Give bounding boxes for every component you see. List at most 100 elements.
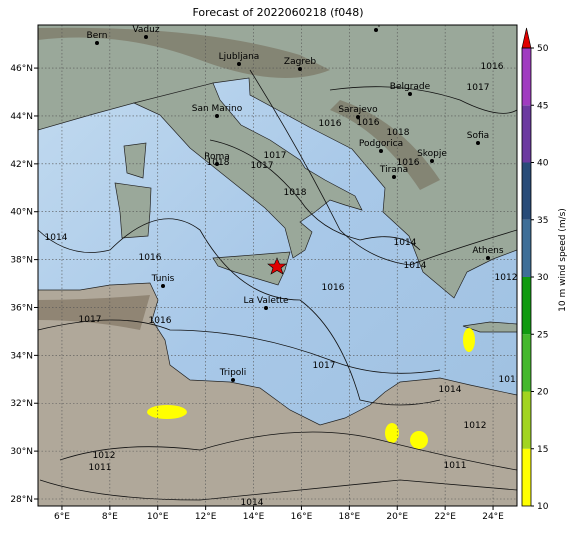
- colorbar-label: 10 m wind speed (m/s): [558, 208, 568, 312]
- colorbar-tick-label: 40: [537, 159, 549, 169]
- city-label: Sofia: [467, 131, 489, 141]
- map-axes: 6°E 8°E 10°E 12°E 14°E 16°E 18°E 20°E 22°E 24°E 28…: [10, 64, 504, 522]
- isobar-label: 1011: [89, 463, 112, 473]
- city-marker: [374, 28, 378, 32]
- city-label: Tripoli: [219, 368, 247, 378]
- isobar: [209, 139, 421, 251]
- colorbar-band: [522, 391, 531, 449]
- colorbar-tick-label: 35: [537, 216, 548, 226]
- city-label: Ljubljana: [219, 52, 260, 62]
- isobar-label: 1017: [467, 83, 490, 93]
- city-marker: [356, 115, 360, 119]
- isobar-label: 1012: [464, 421, 487, 431]
- wind-patch: [385, 423, 399, 443]
- city-marker: [231, 378, 235, 382]
- isobar: [249, 69, 517, 266]
- isobar-label: 1014: [404, 261, 427, 271]
- isobar-label: 1016: [322, 283, 345, 293]
- colorbar-tick-label: 15: [537, 445, 548, 455]
- sicily: [212, 251, 291, 286]
- map-frame: [37, 24, 518, 507]
- isobar-label: 1014: [394, 238, 417, 248]
- isobar-label: 1012: [93, 451, 116, 461]
- city-label: Tirana: [379, 165, 408, 175]
- colorbar-band: [522, 448, 531, 506]
- lon-tick-label: 16°E: [291, 512, 313, 522]
- isobar-label: 1017: [313, 361, 336, 371]
- lat-tick-label: 28°N: [10, 495, 33, 505]
- lon-tick-label: 22°E: [434, 512, 456, 522]
- colorbar-tick-label: 10: [537, 502, 549, 512]
- title: Forecast of 2022060218 (f048): [192, 6, 363, 19]
- city-label: Belgrade: [390, 82, 431, 92]
- city-label: Zagreb: [284, 57, 316, 67]
- city-marker: [144, 35, 148, 39]
- isobar-label: 1017: [264, 151, 287, 161]
- lon-tick-label: 10°E: [147, 512, 169, 522]
- lat-tick-label: 38°N: [10, 256, 33, 266]
- colorbar-tick-label: 20: [537, 388, 549, 398]
- city-label: Bern: [87, 31, 108, 41]
- city-marker: [95, 41, 99, 45]
- map: Bern Vaduz Budapest Ljubljana Zagreb San Mari…: [38, 18, 522, 508]
- wind-patch: [463, 328, 475, 352]
- italy: [132, 82, 363, 259]
- colorbar-band: [522, 105, 531, 163]
- crete: [462, 321, 517, 333]
- isobar-label: 1017: [79, 315, 102, 325]
- city-label: Podgorica: [359, 139, 403, 149]
- city-label: Budapest: [355, 18, 398, 28]
- isobar-label: 1016: [397, 158, 420, 168]
- isobar-label: 1012: [495, 273, 518, 283]
- mountains: [38, 27, 440, 331]
- city-marker: [379, 149, 383, 153]
- isobar: [38, 319, 441, 374]
- colorbar-tick-label: 30: [537, 273, 549, 283]
- city-marker: [161, 284, 165, 288]
- lon-tick-label: 12°E: [195, 512, 217, 522]
- lon-tick-label: 20°E: [386, 512, 408, 522]
- isobar-label: 1016: [139, 253, 162, 263]
- lat-tick-label: 42°N: [10, 160, 33, 170]
- city-label: San Marino: [192, 104, 243, 114]
- isobar-label: 1016: [481, 62, 504, 72]
- isobar: [38, 218, 441, 406]
- colorbar-tick-label: 45: [537, 101, 548, 111]
- city-marker: [215, 114, 219, 118]
- isobar-label: 1012: [499, 375, 522, 385]
- city-marker: [237, 62, 241, 66]
- isobar-label: 1016: [149, 316, 172, 326]
- city-label: Skopje: [417, 149, 447, 159]
- isobar: [59, 431, 517, 471]
- isobar-label: 1018: [207, 158, 230, 168]
- city-label: Roma: [204, 152, 230, 162]
- wind-patch: [147, 405, 187, 419]
- city-label: Athens: [472, 246, 503, 256]
- colorbar: 10 15 20 25 30 35 40 45 50 10 m wind speed (m/s): [521, 27, 568, 512]
- map-labels: Bern Vaduz Budapest Ljubljana Zagreb San Mari…: [45, 18, 522, 508]
- isobar-label: 1014: [241, 498, 264, 508]
- isobar-label: 1018: [387, 128, 410, 138]
- lon-tick-label: 24°E: [482, 512, 504, 522]
- lon-tick-label: 6°E: [54, 512, 70, 522]
- lat-tick-label: 44°N: [10, 112, 33, 122]
- lat-tick-label: 30°N: [10, 447, 33, 457]
- isobar-label: 1014: [439, 385, 462, 395]
- colorbar-tick-label: 25: [537, 330, 548, 340]
- city-marker: [298, 67, 302, 71]
- isobar-label: 1011: [444, 461, 467, 471]
- lon-tick-label: 14°E: [243, 512, 265, 522]
- city-label: Sarajevo: [338, 105, 378, 115]
- lon-tick-label: 18°E: [339, 512, 361, 522]
- isobar-label: 1016: [319, 119, 342, 129]
- isobar-label: 1018: [284, 188, 307, 198]
- city-marker: [486, 256, 490, 260]
- city-marker: [215, 162, 219, 166]
- colorbar-band: [522, 219, 531, 277]
- colorbar-band: [522, 277, 531, 335]
- colorbar-band: [522, 334, 531, 392]
- lat-tick-label: 46°N: [10, 64, 33, 74]
- isobar-label: 1017: [251, 161, 274, 171]
